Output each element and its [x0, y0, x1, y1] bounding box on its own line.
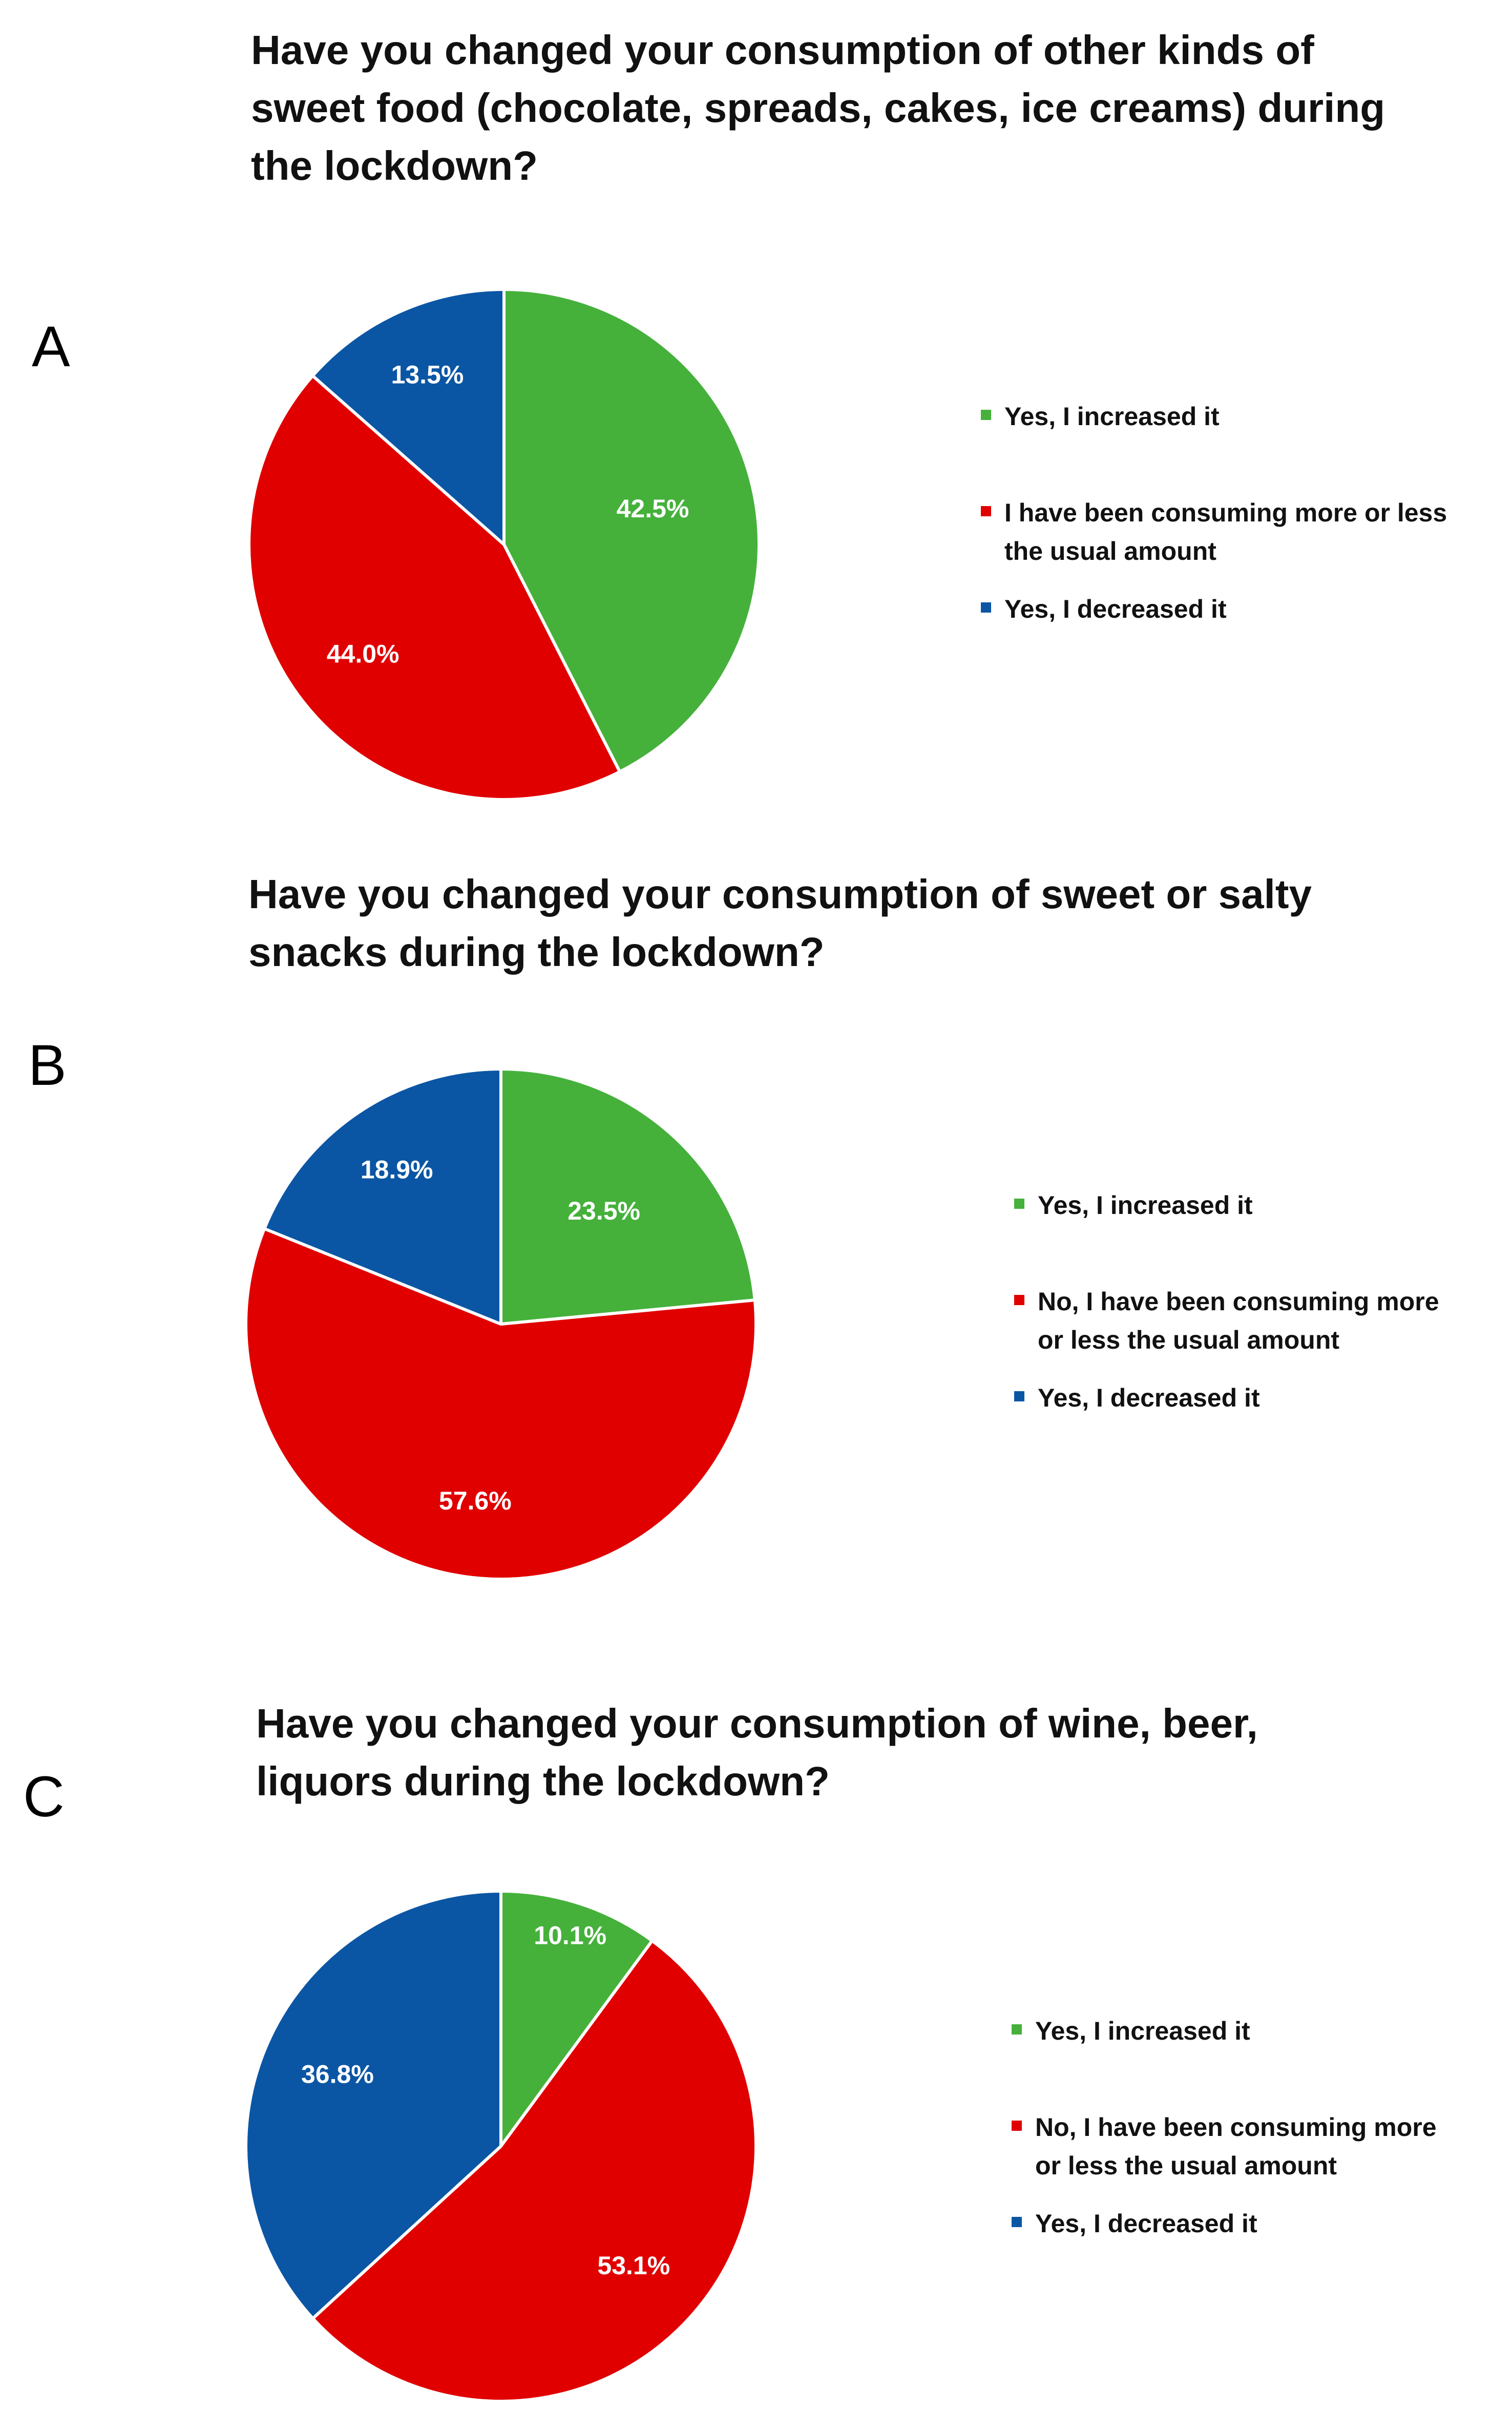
pie-panel-a: A Have you changed your consumption of ot… — [32, 27, 1447, 801]
chart-title-line: Have you changed your consumption of win… — [256, 1701, 1258, 1746]
legend-swatch — [1014, 1295, 1024, 1305]
chart-title: Have you changed your consumption of oth… — [251, 27, 1385, 188]
pie-panel-c: C Have you changed your consumption of wi… — [23, 1701, 1437, 2403]
chart-title-line: snacks during the lockdown? — [248, 929, 825, 975]
legend: Yes, I increased it No, I have been consu… — [1012, 2017, 1437, 2238]
legend-label: Yes, I increased it — [1004, 402, 1220, 431]
legend-entry: Yes, I increased it — [1012, 2017, 1250, 2045]
legend-entry: Yes, I decreased it — [1012, 2209, 1257, 2238]
chart-title-line: liquors during the lockdown? — [256, 1758, 830, 1804]
slice-value-label: 10.1% — [534, 1921, 606, 1949]
legend-label: No, I have been consuming more — [1035, 2113, 1437, 2142]
slice-value-label: 57.6% — [439, 1486, 512, 1515]
legend-entry: I have been consuming more or less the us… — [981, 498, 1447, 565]
legend-entry: Yes, I decreased it — [981, 595, 1227, 623]
slice-value-label: 42.5% — [617, 494, 689, 523]
legend: Yes, I increased it No, I have been consu… — [1014, 1191, 1439, 1412]
legend-swatch — [1014, 1199, 1024, 1209]
legend: Yes, I increased it I have been consuming… — [981, 402, 1447, 623]
pie-slice — [499, 1890, 654, 2148]
pie-slice — [502, 288, 761, 773]
legend-label: No, I have been consuming more — [1038, 1287, 1439, 1316]
legend-swatch — [1012, 2121, 1022, 2131]
pie-slice — [263, 1067, 502, 1326]
slice-value-label: 36.8% — [301, 2060, 374, 2089]
legend-label: Yes, I decreased it — [1004, 595, 1227, 623]
slice-value-label: 23.5% — [568, 1197, 640, 1225]
pie: 10.1% 53.1% 36.8% — [244, 1890, 758, 2403]
legend-entry: Yes, I increased it — [981, 402, 1220, 431]
legend-entry: No, I have been consuming more or less th… — [1012, 2113, 1437, 2180]
pie-panel-b: B Have you changed your consumption of sw… — [28, 871, 1439, 1581]
legend-label: Yes, I decreased it — [1038, 1383, 1260, 1412]
chart-title-line: Have you changed your consumption of swe… — [248, 871, 1312, 917]
legend-label: I have been consuming more or less — [1004, 498, 1447, 527]
slice-value-label: 13.5% — [391, 361, 464, 389]
slice-value-label: 44.0% — [327, 640, 400, 668]
panel-letter: B — [28, 1033, 67, 1097]
pie-slice — [311, 288, 506, 546]
legend-entry: Yes, I increased it — [1014, 1191, 1253, 1220]
pie-slice — [244, 1227, 758, 1581]
panel-letter: A — [32, 315, 70, 379]
legend-swatch — [1014, 1391, 1024, 1401]
legend-entry: No, I have been consuming more or less th… — [1014, 1287, 1439, 1354]
legend-entry: Yes, I decreased it — [1014, 1383, 1260, 1412]
chart-title-line: the lockdown? — [251, 143, 538, 188]
chart-title: Have you changed your consumption of win… — [256, 1701, 1258, 1804]
pie-slice — [499, 1067, 757, 1326]
legend-label: the usual amount — [1004, 537, 1216, 565]
legend-label: or less the usual amount — [1035, 2151, 1337, 2180]
legend-label: Yes, I decreased it — [1035, 2209, 1257, 2238]
pie-slice — [311, 1939, 758, 2403]
pie: 42.5% 44.0% 13.5% — [247, 288, 761, 801]
chart-title-line: Have you changed your consumption of oth… — [251, 27, 1314, 73]
legend-label: or less the usual amount — [1038, 1326, 1339, 1354]
legend-label: Yes, I increased it — [1035, 2017, 1250, 2045]
legend-swatch — [1012, 2024, 1022, 2035]
slice-value-label: 53.1% — [597, 2251, 670, 2280]
chart-title: Have you changed your consumption of swe… — [248, 871, 1312, 975]
slice-value-label: 18.9% — [361, 1156, 433, 1184]
legend-swatch — [1012, 2217, 1022, 2227]
chart-title-line: sweet food (chocolate, spreads, cakes, i… — [251, 85, 1385, 131]
legend-label: Yes, I increased it — [1038, 1191, 1253, 1220]
pie: 23.5% 57.6% 18.9% — [244, 1067, 758, 1581]
pie-slice — [247, 374, 622, 801]
legend-swatch — [981, 506, 991, 516]
panel-letter: C — [23, 1765, 65, 1829]
pie-slice — [244, 1890, 502, 2320]
legend-swatch — [981, 602, 991, 613]
legend-swatch — [981, 410, 991, 420]
